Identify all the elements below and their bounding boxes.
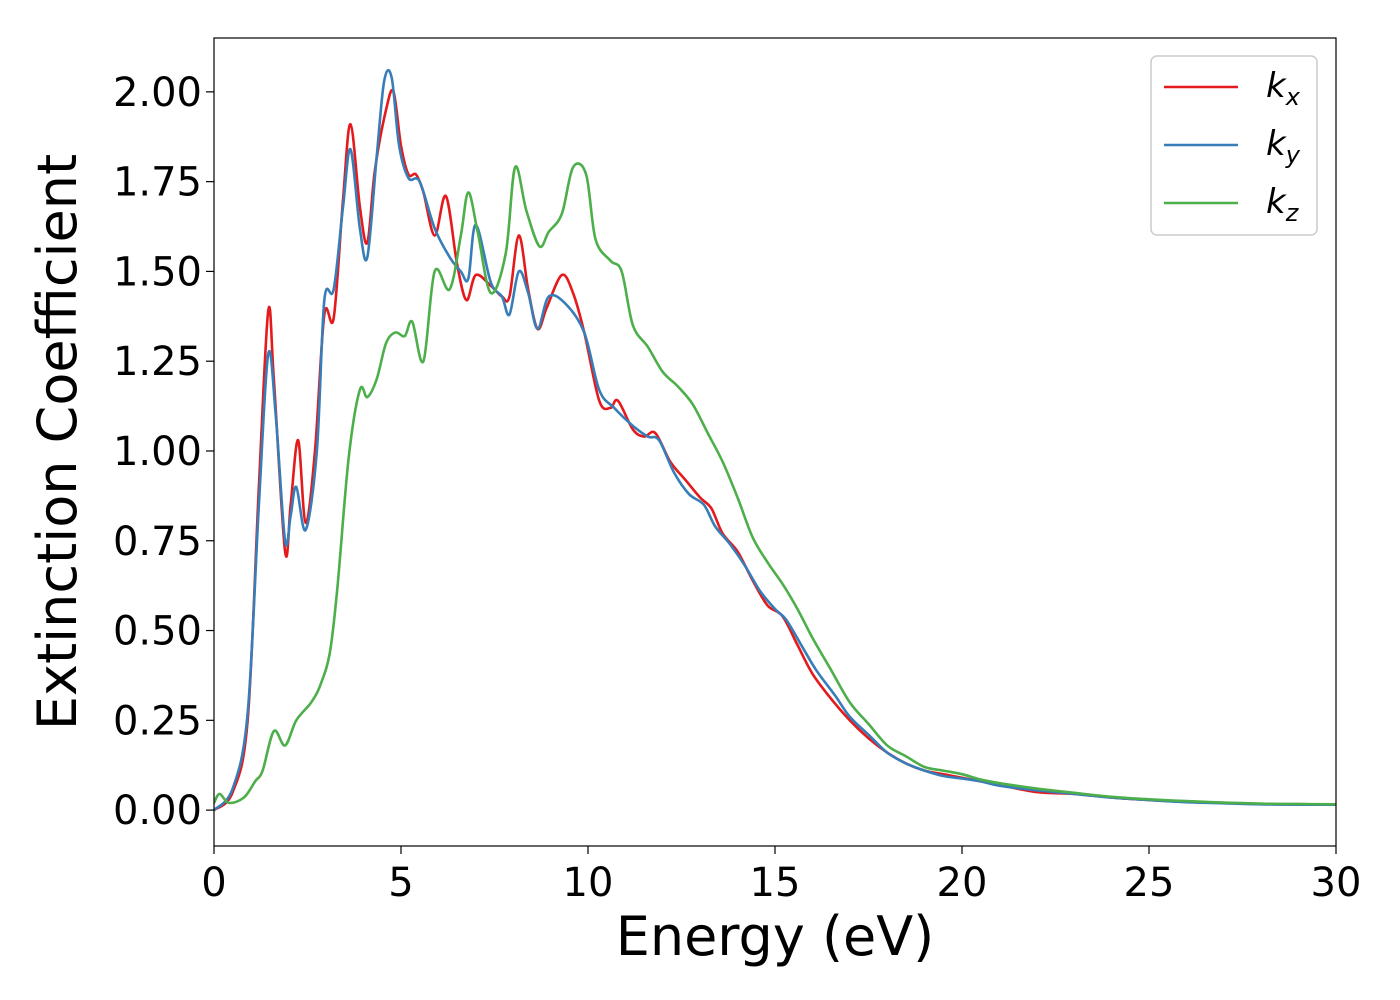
x-tick-label: 10 xyxy=(563,860,614,906)
y-tick-label: 1.50 xyxy=(113,249,202,295)
y-tick-label: 0.50 xyxy=(113,609,202,655)
legend-label-kx: kx xyxy=(1266,66,1301,111)
x-tick-label: 20 xyxy=(937,860,988,906)
x-tick-label: 5 xyxy=(388,860,413,906)
y-tick-label: 0.00 xyxy=(113,788,202,834)
legend: kx ky kz xyxy=(1150,55,1318,236)
series-line-kz xyxy=(214,162,1336,806)
x-axis-ticks: 0 5 10 15 20 25 30 xyxy=(201,846,1361,906)
legend-label-kz: kz xyxy=(1266,182,1300,227)
legend-label-ky: ky xyxy=(1266,124,1301,169)
x-tick-label: 25 xyxy=(1124,860,1175,906)
y-tick-label: 0.75 xyxy=(113,519,202,565)
y-tick-label: 0.25 xyxy=(113,698,202,744)
x-axis-label: Energy (eV) xyxy=(616,905,935,968)
x-tick-label: 15 xyxy=(750,860,801,906)
series-line-ky xyxy=(214,69,1336,812)
y-tick-label: 1.25 xyxy=(113,339,202,385)
y-tick-label: 2.00 xyxy=(113,70,202,116)
y-tick-label: 1.75 xyxy=(113,160,202,206)
y-axis-ticks: 0.00 0.25 0.50 0.75 1.00 1.25 1.50 1.75 2.00 xyxy=(113,70,214,834)
series-layer xyxy=(214,69,1336,812)
x-tick-label: 0 xyxy=(201,860,226,906)
y-axis-label: Extinction Coefficient xyxy=(26,154,89,730)
x-tick-label: 30 xyxy=(1311,860,1362,906)
y-tick-label: 1.00 xyxy=(113,429,202,475)
